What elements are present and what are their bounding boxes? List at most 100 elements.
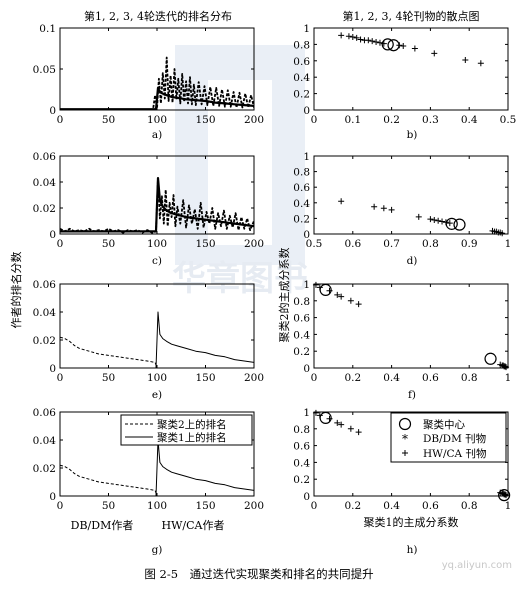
x-tick-label: 0.7 bbox=[383, 238, 400, 250]
y-tick-label: 1 bbox=[303, 23, 310, 35]
y-tick-label: 0.02 bbox=[33, 335, 56, 347]
x-tick-label: 0.1 bbox=[344, 114, 361, 126]
x-tick-label: 0.8 bbox=[461, 500, 478, 512]
plus-point bbox=[427, 216, 434, 223]
plus-point bbox=[345, 33, 352, 40]
cluster-center-circle bbox=[445, 217, 458, 230]
plus-point bbox=[334, 419, 341, 426]
plus-point bbox=[431, 50, 438, 57]
y-tick-label: 0.8 bbox=[293, 296, 310, 308]
series-line-dashed bbox=[60, 336, 158, 368]
x-tick-label: 150 bbox=[195, 114, 215, 126]
plus-point bbox=[355, 301, 362, 308]
x-tick-label: 1 bbox=[505, 372, 512, 384]
y-tick-label: 0 bbox=[303, 105, 310, 117]
cluster-center-circle bbox=[381, 38, 394, 51]
plus-point bbox=[349, 34, 356, 41]
x-tick-label: 0 bbox=[57, 372, 64, 384]
figure-caption: 图 2-5 通过迭代实现聚类和排名的共同提升 bbox=[144, 567, 373, 581]
series-line-solid bbox=[60, 177, 254, 233]
left-xlabel-db-dm: DB/DM作者 bbox=[71, 519, 134, 532]
x-tick-label: 100 bbox=[147, 114, 167, 126]
x-tick-label: 0 bbox=[57, 114, 64, 126]
cluster-center-circle bbox=[484, 352, 497, 365]
panel-sublabel: f) bbox=[408, 389, 416, 401]
panel-sublabel: e) bbox=[152, 389, 162, 401]
y-tick-label: 0.2 bbox=[293, 474, 310, 486]
cluster-center-circle bbox=[387, 39, 400, 52]
y-tick-label: 0.05 bbox=[33, 64, 56, 76]
y-tick-label: 0.8 bbox=[293, 424, 310, 436]
x-tick-label: 0.8 bbox=[461, 372, 478, 384]
x-tick-label: 0.2 bbox=[344, 500, 361, 512]
panel-sublabel: c) bbox=[152, 255, 162, 267]
x-tick-label: 0.5 bbox=[306, 238, 323, 250]
legend-label: DB/DM 刊物 bbox=[423, 432, 486, 445]
x-tick-label: 200 bbox=[244, 238, 264, 250]
plus-point bbox=[355, 429, 362, 436]
plus-point bbox=[357, 36, 364, 43]
legend-swatch-plus bbox=[402, 450, 408, 456]
x-tick-label: 1 bbox=[505, 238, 512, 250]
y-tick-label: 0 bbox=[49, 229, 56, 241]
x-tick-label: 150 bbox=[195, 238, 215, 250]
x-tick-label: 0.4 bbox=[383, 372, 400, 384]
y-tick-label: 0.6 bbox=[293, 313, 310, 325]
panel-f: 0 0.2 0.4 0.6 0.8 1 0 0.2 0.4 0.6 0.8 1 f) bbox=[293, 279, 511, 401]
publisher-watermark-text: 华章图书 bbox=[172, 259, 308, 299]
panel-a: 0 50 100 150 200 0 0.05 0.1 a) bbox=[33, 23, 264, 141]
y-tick-label: 0.4 bbox=[293, 198, 310, 210]
x-tick-label: 0.2 bbox=[383, 114, 400, 126]
y-tick-label: 0.02 bbox=[33, 463, 56, 475]
cluster-center-circle bbox=[453, 218, 466, 231]
plus-point bbox=[503, 364, 510, 371]
plus-point bbox=[446, 220, 453, 227]
x-tick-label: 50 bbox=[102, 114, 115, 126]
series-line-dashed-thick bbox=[60, 56, 254, 110]
legend-label: 聚类1上的排名 bbox=[157, 431, 227, 444]
panel-e: 0 50 100 150 200 0 0.02 0.04 0.06 e) bbox=[33, 279, 264, 401]
y-tick-label: 0.6 bbox=[293, 56, 310, 68]
series-line-solid bbox=[60, 86, 254, 110]
x-tick-label: 0.8 bbox=[422, 238, 439, 250]
y-tick-label: 1 bbox=[303, 279, 310, 291]
plus-point bbox=[338, 421, 345, 428]
panel-sublabel: a) bbox=[152, 129, 162, 141]
series-line-solid bbox=[60, 439, 254, 496]
x-tick-label: 0.2 bbox=[344, 372, 361, 384]
legend-box bbox=[120, 414, 253, 446]
x-tick-label: 50 bbox=[102, 238, 115, 250]
plus-point bbox=[380, 205, 387, 212]
x-tick-label: 50 bbox=[102, 372, 115, 384]
y-tick-label: 0.4 bbox=[293, 457, 310, 469]
x-tick-label: 100 bbox=[147, 500, 167, 512]
x-tick-label: 0.4 bbox=[383, 500, 400, 512]
legend-label: HW/CA 刊物 bbox=[423, 447, 486, 460]
y-tick-label: 0.8 bbox=[293, 39, 310, 51]
y-tick-label: 0.04 bbox=[33, 177, 57, 189]
series-line-solid bbox=[60, 311, 254, 368]
y-tick-label: 0.06 bbox=[33, 151, 57, 163]
x-tick-label: 50 bbox=[102, 500, 115, 512]
plus-point bbox=[334, 291, 341, 298]
x-tick-label: 0.6 bbox=[344, 238, 361, 250]
x-tick-label: 100 bbox=[147, 372, 167, 384]
y-tick-label: 0 bbox=[303, 491, 310, 503]
plus-point bbox=[347, 425, 354, 432]
plus-point bbox=[353, 34, 360, 41]
x-tick-label: 1 bbox=[505, 500, 512, 512]
publisher-watermark: 华章图书 bbox=[172, 45, 308, 299]
left-ylabel: 作者的排名分数 bbox=[9, 252, 23, 329]
plot-frame-h bbox=[313, 411, 509, 497]
cluster-center-circle bbox=[498, 489, 511, 502]
x-tick-label: 0.9 bbox=[461, 238, 478, 250]
plus-point bbox=[462, 56, 469, 63]
legend-swatch-circle bbox=[398, 417, 412, 431]
x-tick-label: 0 bbox=[311, 500, 318, 512]
plus-point bbox=[415, 213, 422, 220]
y-tick-label: 0.2 bbox=[293, 346, 310, 358]
y-tick-label: 0.2 bbox=[293, 213, 310, 225]
x-tick-label: 0 bbox=[57, 500, 64, 512]
plus-point bbox=[338, 32, 345, 39]
